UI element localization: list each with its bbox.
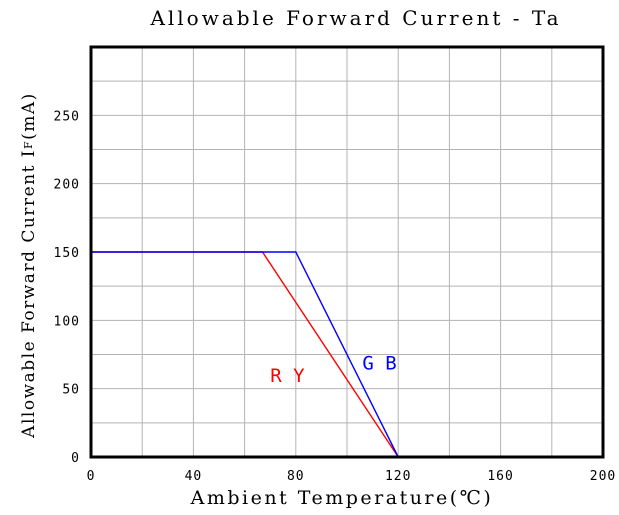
- x-axis-label: Ambient Temperature(℃): [190, 487, 494, 509]
- grid: [91, 47, 603, 457]
- tick-labels: 0 40 80 120 160 200 0 50 100 150 200 250: [54, 109, 616, 484]
- chart-title: Allowable Forward Current - Ta: [149, 6, 561, 30]
- x-tick-label: 80: [287, 469, 305, 484]
- y-axis-label-main: Allowable Forward Current I: [19, 149, 39, 439]
- y-tick-label: 200: [54, 178, 80, 193]
- x-tick-label: 160: [487, 469, 513, 484]
- series-layer: [91, 251, 399, 458]
- series-labels: R YG B: [270, 353, 396, 387]
- y-tick-label: 250: [54, 109, 80, 124]
- y-axis-label-subscript: F: [22, 140, 35, 149]
- x-tick-label: 0: [87, 469, 96, 484]
- x-tick-label: 40: [185, 469, 203, 484]
- y-tick-label: 100: [54, 314, 80, 329]
- y-axis-label-group: Allowable Forward Current IF(mA): [19, 92, 39, 439]
- x-tick-label: 200: [590, 469, 616, 484]
- x-tick-label: 120: [385, 469, 411, 484]
- y-tick-label: 150: [54, 246, 80, 261]
- plot-frame: [89, 45, 605, 459]
- series-label-1: G B: [362, 353, 396, 375]
- y-axis-label-suffix: (mA): [19, 92, 39, 140]
- y-tick-label: 0: [71, 451, 80, 466]
- series-line-1: [91, 251, 399, 458]
- series-label-0: R Y: [270, 365, 305, 387]
- y-tick-label: 50: [62, 383, 80, 398]
- y-axis-label: Allowable Forward Current IF(mA): [19, 92, 39, 439]
